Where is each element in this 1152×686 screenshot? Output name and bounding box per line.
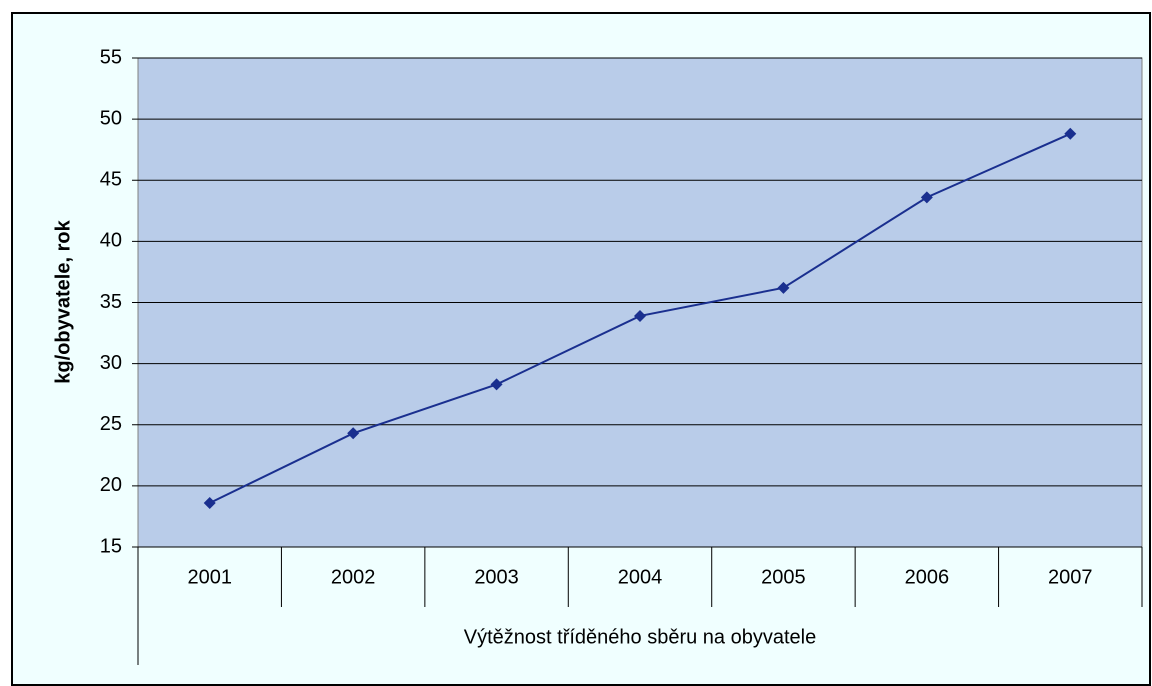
marker <box>203 496 216 509</box>
x-tick-label: 2003 <box>474 566 519 588</box>
y-tick-label: 40 <box>100 230 122 252</box>
y-tick-label: 35 <box>100 291 122 313</box>
x-tick-label: 2004 <box>618 566 663 588</box>
marker <box>777 281 790 294</box>
y-tick-label: 50 <box>100 107 122 129</box>
marker <box>347 427 360 440</box>
y-tick-label: 15 <box>100 535 122 557</box>
marker <box>920 191 933 204</box>
y-tick-label: 45 <box>100 169 122 191</box>
x-tick-label: 2005 <box>761 566 806 588</box>
x-tick-label: 2007 <box>1048 566 1093 588</box>
y-tick-label: 25 <box>100 413 122 435</box>
marker <box>490 378 503 391</box>
y-tick-label: 30 <box>100 352 122 374</box>
y-tick-label: 55 <box>100 46 122 68</box>
y-axis-label: kg/obyvatele, rok <box>52 219 74 383</box>
x-tick-label: 2002 <box>331 566 376 588</box>
x-axis-label: Výtěžnost tříděného sběru na obyvatele <box>464 626 816 648</box>
marker <box>1064 127 1077 140</box>
x-tick-label: 2006 <box>905 566 950 588</box>
marker <box>634 309 646 322</box>
y-tick-label: 20 <box>100 474 122 496</box>
x-tick-label: 2001 <box>187 566 232 588</box>
